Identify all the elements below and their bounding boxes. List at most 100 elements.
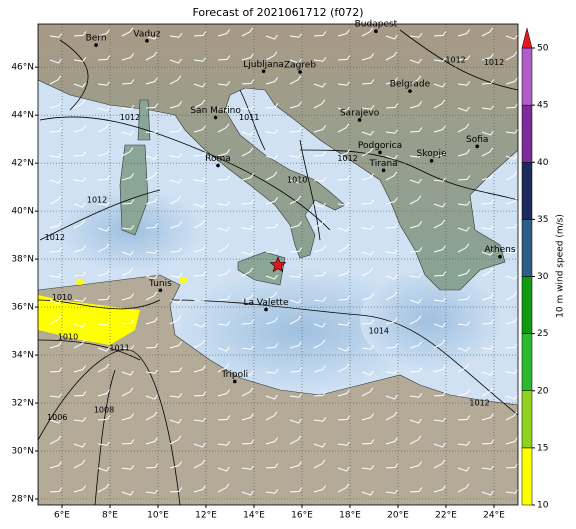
isobar: [38, 339, 141, 361]
wind-barb: [337, 466, 350, 472]
wind-barb: [73, 219, 86, 229]
wind-barb: [361, 199, 375, 205]
wind-barb: [265, 368, 279, 374]
wind-barb: [337, 483, 350, 493]
wind-barb: [361, 130, 374, 136]
wind-barb: [265, 248, 279, 254]
wind-barbs: [49, 27, 518, 496]
isobar-label: 1012: [120, 113, 140, 122]
wind-barb: [481, 53, 495, 61]
wind-barb: [313, 245, 327, 253]
wind-barb: [265, 128, 279, 134]
wind-barb: [241, 464, 255, 470]
wind-barb: [337, 80, 351, 86]
grid: [38, 24, 518, 505]
wind-barb: [169, 367, 183, 373]
wind-barb: [169, 487, 183, 493]
wind-barb: [121, 387, 134, 397]
wind-barb: [193, 151, 207, 157]
wind-barb: [505, 488, 518, 494]
x-tick-label: 20°E: [387, 511, 409, 521]
wind-barb: [457, 80, 471, 86]
wind-barb: [265, 103, 279, 109]
isobar: [399, 29, 518, 91]
wind-barb: [97, 243, 110, 253]
wind-barb: [289, 58, 302, 64]
wind-barb: [385, 51, 398, 61]
wind-yellow: [76, 279, 84, 285]
wind-barb: [361, 413, 375, 421]
wind-barb: [97, 346, 110, 352]
wind-barb: [433, 365, 447, 373]
wind-barb: [193, 271, 207, 277]
star-marker: [269, 256, 287, 273]
city-dot: [475, 144, 480, 149]
wind-barb: [433, 99, 446, 109]
wind-barb: [49, 152, 63, 158]
wind-barb: [97, 363, 110, 373]
y-tick-label: 40°N: [11, 207, 34, 217]
wind-barb: [481, 413, 495, 421]
wind-barb: [433, 296, 447, 302]
wind-barb: [97, 226, 110, 232]
wind-barb: [97, 149, 111, 157]
wind-barb: [409, 341, 423, 349]
wind-barb: [433, 459, 446, 469]
colorbar-tick-label: 30: [537, 272, 549, 282]
wind-barb: [505, 171, 518, 181]
wind-barb: [409, 58, 422, 64]
wind-barb: [481, 250, 494, 256]
x-tick-label: 24°E: [483, 511, 505, 521]
wind-barb: [97, 295, 111, 301]
wind-barb: [73, 416, 87, 422]
city-dot: [408, 89, 412, 93]
wind-barb: [457, 55, 471, 61]
wind-barb: [217, 389, 231, 397]
wind-barb: [337, 123, 350, 133]
wind-barb: [169, 127, 183, 133]
wind-barb: [145, 394, 158, 400]
wind-barb: [409, 127, 423, 133]
wind-barb: [49, 178, 62, 184]
wind-barb: [169, 418, 182, 424]
colorbar-tick-label: 25: [537, 329, 548, 339]
wind-barb: [481, 370, 494, 376]
wind-barb: [289, 341, 303, 349]
wind-barb: [505, 197, 518, 205]
wind-barb: [337, 243, 350, 253]
wind-barb: [241, 199, 255, 205]
wind-barb: [481, 464, 495, 470]
wind-barb: [457, 363, 470, 373]
wind-barb: [97, 466, 110, 472]
wind-barb: [145, 223, 159, 229]
wind-barb: [265, 411, 278, 421]
wind-barb: [337, 346, 350, 352]
isobar: [299, 149, 518, 201]
wind-barb: [121, 464, 135, 470]
wind-barb: [337, 363, 350, 373]
wind-barb: [97, 415, 111, 421]
colorbar-bin: [521, 104, 533, 163]
wind-barb: [217, 175, 231, 181]
wind-barb: [361, 293, 375, 301]
wind-barb: [385, 77, 399, 85]
x-tick-label: 16°E: [291, 511, 313, 521]
wind-barb: [481, 344, 495, 350]
wind-barb: [433, 485, 447, 493]
wind-barb: [49, 32, 63, 38]
x-tick-label: 10°E: [147, 511, 169, 521]
wind-barb: [217, 346, 230, 352]
wind-barb: [289, 298, 302, 304]
colorbar-tick-label: 10: [537, 501, 549, 511]
wind-barb: [457, 269, 471, 277]
wind-barb: [193, 99, 206, 109]
wind-barb: [97, 320, 111, 326]
wind-barb: [193, 322, 206, 328]
wind-barb: [121, 199, 135, 205]
wind-barb: [313, 416, 327, 422]
wind-barb: [241, 53, 255, 61]
city-dot: [94, 43, 98, 47]
wind-barb: [241, 27, 254, 37]
wind-barb: [193, 296, 207, 302]
